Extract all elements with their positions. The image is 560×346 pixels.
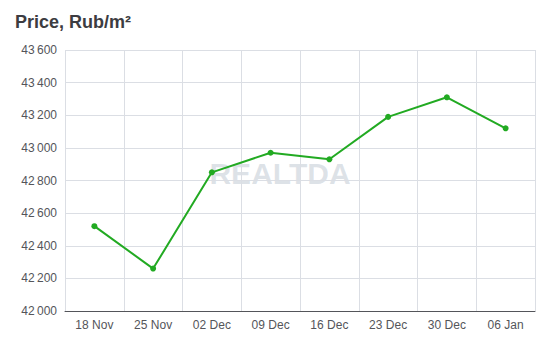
svg-text:43 000: 43 000	[21, 141, 57, 155]
svg-text:42 800: 42 800	[21, 174, 57, 188]
svg-text:16 Dec: 16 Dec	[310, 318, 348, 332]
svg-text:42 200: 42 200	[21, 271, 57, 285]
svg-text:42 400: 42 400	[21, 239, 57, 253]
svg-text:02 Dec: 02 Dec	[193, 318, 231, 332]
svg-text:43 600: 43 600	[21, 43, 57, 57]
svg-text:09 Dec: 09 Dec	[252, 318, 290, 332]
svg-text:06 Jan: 06 Jan	[488, 318, 524, 332]
svg-text:23 Dec: 23 Dec	[369, 318, 407, 332]
svg-text:25 Nov: 25 Nov	[134, 318, 172, 332]
svg-text:42 600: 42 600	[21, 206, 57, 220]
svg-text:43 200: 43 200	[21, 108, 57, 122]
svg-text:REALTDA: REALTDA	[209, 157, 350, 190]
svg-text:30 Dec: 30 Dec	[428, 318, 466, 332]
svg-text:18 Nov: 18 Nov	[75, 318, 113, 332]
svg-text:42 000: 42 000	[21, 304, 57, 318]
svg-text:Price, Rub/m²: Price, Rub/m²	[15, 12, 131, 32]
svg-text:43 400: 43 400	[21, 76, 57, 90]
